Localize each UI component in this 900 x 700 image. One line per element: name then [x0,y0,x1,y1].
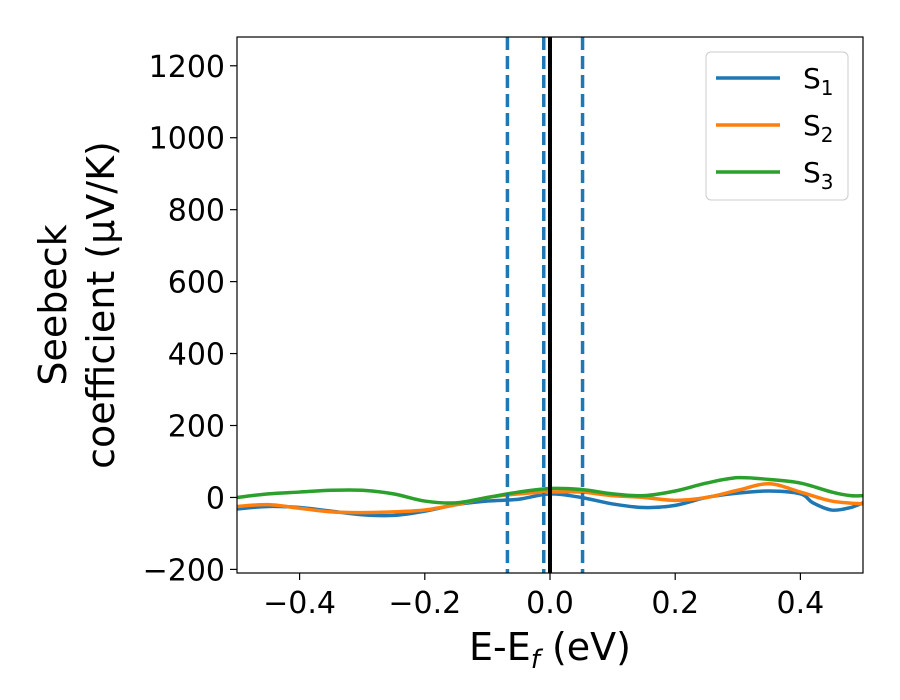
y-axis-label-line1: Seebeck [31,224,75,385]
x-axis-ticks: −0.4 −0.2 0.0 0.2 0.4 [263,573,824,621]
y-axis-label: Seebeck coefficient (μV/K) [31,141,123,469]
y-tick-label: −200 [143,553,225,588]
y-tick-label: 800 [168,194,225,229]
x-axis-label: E-Ef (eV) [469,625,631,675]
x-tick-label: 0.0 [526,586,574,621]
x-tick-label: −0.4 [263,586,336,621]
x-tick-label: −0.2 [388,586,461,621]
y-tick-label: 600 [168,266,225,301]
y-tick-label: 0 [206,481,225,516]
y-axis-label-line2: coefficient (μV/K) [79,141,123,469]
legend-label-s2: S2 [803,109,834,147]
y-tick-label: 1000 [149,122,225,157]
y-tick-label: 200 [168,410,225,445]
vline-layer [505,37,585,573]
y-axis-ticks: −200 0 200 400 600 800 1000 1200 [143,50,237,588]
legend-label-s3: S3 [803,156,834,194]
x-tick-label: 0.2 [651,586,699,621]
x-tick-label: 0.4 [777,586,825,621]
series-line-s3 [237,475,863,505]
y-tick-label: 1200 [149,50,225,85]
legend-label-s1: S1 [803,62,834,100]
y-tick-label: 400 [168,338,225,373]
legend: S1 S2 S3 [705,51,849,201]
